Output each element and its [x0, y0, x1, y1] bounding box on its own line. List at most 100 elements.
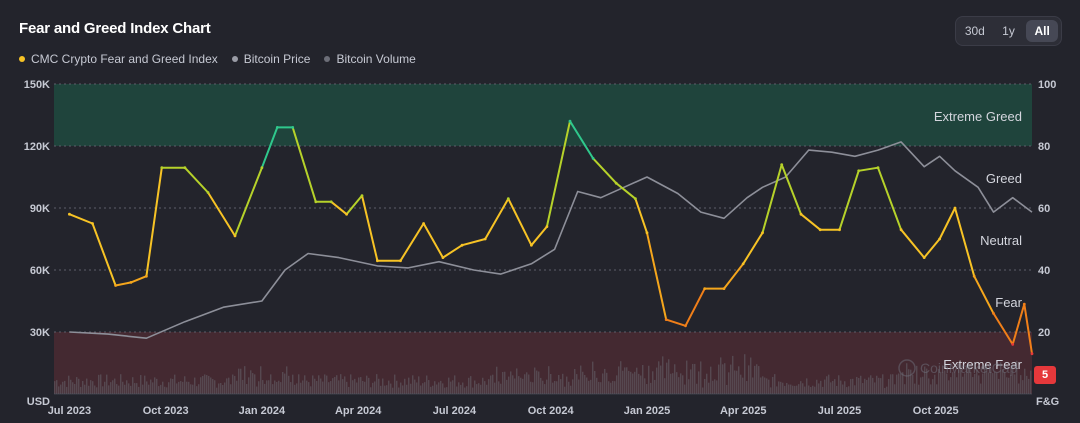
- fear-greed-point: [818, 228, 822, 232]
- volume-bar: [652, 371, 654, 394]
- volume-bar: [796, 385, 798, 394]
- zone-label-neutral: Neutral: [980, 233, 1022, 248]
- page-title: Fear and Greed Index Chart: [19, 20, 211, 37]
- volume-bar: [1028, 378, 1030, 394]
- volume-bar: [130, 385, 132, 394]
- volume-bar: [140, 375, 142, 394]
- volume-bar: [882, 374, 884, 394]
- fear-greed-segment: [1023, 303, 1033, 355]
- volume-bar: [1010, 374, 1012, 394]
- volume-bar: [562, 373, 564, 394]
- volume-bar: [152, 382, 154, 394]
- range-button-all[interactable]: All: [1026, 20, 1059, 42]
- volume-bar: [498, 381, 500, 394]
- volume-bar: [944, 370, 946, 394]
- volume-bar: [428, 380, 430, 394]
- volume-bar: [104, 381, 106, 394]
- chart-legend: CMC Crypto Fear and Greed Index Bitcoin …: [19, 52, 416, 66]
- volume-bar: [756, 364, 758, 394]
- fear-greed-segment: [592, 157, 618, 185]
- volume-bar: [390, 383, 392, 394]
- range-button-30d[interactable]: 30d: [964, 24, 985, 38]
- volume-bar: [392, 387, 394, 394]
- volume-bar: [206, 375, 208, 394]
- volume-bar: [568, 381, 570, 394]
- fear-greed-point: [129, 281, 133, 284]
- volume-bar: [932, 379, 934, 394]
- volume-bar: [710, 366, 712, 394]
- volume-bars: [54, 354, 1032, 394]
- volume-bar: [298, 374, 300, 394]
- volume-bar: [154, 377, 156, 394]
- volume-bar: [156, 378, 158, 394]
- legend-item-bitcoin-volume[interactable]: Bitcoin Volume: [324, 52, 416, 66]
- fear-greed-segment: [234, 166, 263, 237]
- fear-greed-segment: [857, 166, 879, 172]
- volume-bar: [738, 366, 740, 394]
- volume-bar: [316, 381, 318, 394]
- volume-bar: [66, 386, 68, 394]
- volume-bar: [896, 374, 898, 394]
- volume-bar: [860, 375, 862, 394]
- volume-bar: [400, 382, 402, 394]
- x-axis-tick: Apr 2025: [720, 405, 766, 417]
- volume-bar: [180, 381, 182, 394]
- volume-bar: [202, 375, 204, 394]
- volume-bar: [430, 386, 432, 394]
- fear-greed-segment: [954, 207, 976, 278]
- volume-bar: [432, 385, 434, 394]
- volume-bar: [224, 382, 226, 394]
- volume-bar: [258, 381, 260, 394]
- volume-bar: [290, 382, 292, 394]
- volume-bar: [492, 374, 494, 394]
- fear-greed-point: [780, 163, 784, 167]
- volume-bar: [166, 387, 168, 394]
- volume-bar: [558, 374, 560, 394]
- volume-bar: [364, 381, 366, 394]
- volume-bar: [150, 379, 152, 394]
- volume-bar: [592, 361, 594, 394]
- legend-item-fear-greed[interactable]: CMC Crypto Fear and Greed Index: [19, 52, 218, 66]
- zone-label-fear: Fear: [995, 295, 1022, 310]
- volume-bar: [636, 367, 638, 394]
- volume-bar: [216, 387, 218, 394]
- volume-bar: [960, 364, 962, 394]
- fear-greed-segment: [207, 191, 236, 237]
- volume-bar: [460, 384, 462, 394]
- fear-greed-segment: [145, 166, 163, 278]
- volume-bar: [598, 381, 600, 394]
- volume-bar: [320, 378, 322, 394]
- volume-bar: [58, 386, 60, 394]
- volume-bar: [720, 357, 722, 394]
- volume-bar: [366, 375, 368, 394]
- volume-bar: [642, 364, 644, 394]
- volume-bar: [908, 369, 910, 394]
- fear-greed-point: [291, 126, 295, 129]
- volume-bar: [622, 370, 624, 394]
- fear-greed-point: [953, 206, 957, 210]
- x-axis-tick: Apr 2024: [335, 405, 382, 417]
- fear-greed-segment: [973, 275, 995, 315]
- volume-bar: [88, 385, 90, 394]
- volume-bar: [474, 380, 476, 394]
- volume-bar: [886, 386, 888, 394]
- volume-bar: [148, 384, 150, 394]
- range-button-1y[interactable]: 1y: [1002, 24, 1015, 38]
- volume-bar: [682, 375, 684, 394]
- volume-bar: [112, 380, 114, 394]
- volume-bar: [1006, 377, 1008, 394]
- volume-bar: [952, 372, 954, 394]
- fear-greed-point: [614, 181, 618, 185]
- legend-item-bitcoin-price[interactable]: Bitcoin Price: [231, 52, 310, 66]
- right-axis-tick: 80: [1038, 141, 1050, 153]
- fear-greed-segment: [569, 120, 595, 160]
- volume-bar: [716, 380, 718, 394]
- volume-bar: [624, 367, 626, 394]
- volume-bar: [950, 377, 952, 394]
- fear-greed-point: [799, 212, 803, 216]
- right-axis-tick: 60: [1038, 203, 1050, 215]
- volume-bar: [208, 375, 210, 394]
- fear-greed-point: [206, 191, 210, 194]
- volume-bar: [454, 375, 456, 394]
- volume-bar: [816, 379, 818, 394]
